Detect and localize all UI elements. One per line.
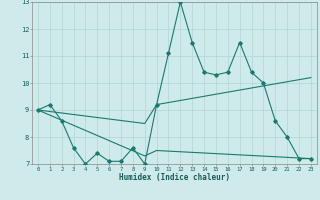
X-axis label: Humidex (Indice chaleur): Humidex (Indice chaleur) <box>119 173 230 182</box>
